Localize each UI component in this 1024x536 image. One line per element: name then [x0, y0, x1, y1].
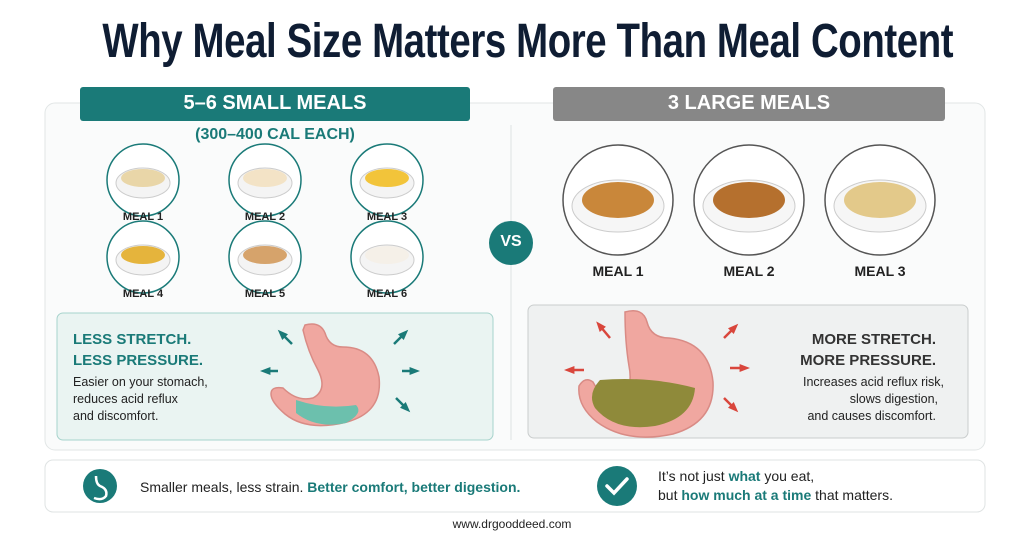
footer-text: you eat, — [760, 468, 815, 484]
meal-label: MEAL 3 — [366, 211, 408, 223]
footer-highlight: how much at a time — [681, 487, 812, 503]
footer-highlight: what — [728, 468, 761, 484]
food — [365, 169, 409, 187]
small-stomach — [270, 323, 381, 427]
food — [243, 169, 287, 187]
effect-heading: LESS STRETCH. — [73, 331, 192, 348]
meal-label: MEAL 4 — [122, 288, 164, 300]
footer-text: Smaller meals, less strain. — [140, 479, 304, 495]
right-header-pill — [553, 87, 945, 121]
check-glyph — [605, 477, 629, 496]
meal-label: MEAL 2 — [244, 211, 286, 223]
arrow-head — [739, 363, 750, 373]
effect-text: Increases acid reflux risk, — [802, 375, 944, 389]
food — [713, 182, 785, 218]
arrow-head — [400, 402, 411, 413]
footer-text: that matters. — [811, 487, 893, 503]
stomach-icon-glyph — [93, 475, 108, 501]
meal-label: MEAL 1 — [122, 211, 164, 223]
arrow-head — [409, 366, 420, 376]
footer-right-line: It’s not just what you eat, — [658, 468, 814, 484]
effect-text: and discomfort. — [73, 409, 159, 423]
left-effect-box — [56, 312, 494, 441]
meal-label: MEAL 1 — [592, 263, 644, 279]
effect-heading: MORE STRETCH. — [811, 331, 936, 348]
vs-label: VS — [500, 233, 522, 250]
footer-box — [44, 459, 986, 513]
food — [243, 246, 287, 264]
effect-text: reduces acid reflux — [73, 392, 178, 406]
vs-badge — [489, 221, 533, 265]
arrow-head — [398, 329, 409, 340]
website: www.drgooddeed.com — [452, 517, 572, 531]
arrow-head — [728, 323, 739, 334]
effect-text: slows digestion, — [849, 392, 938, 406]
arrow-head — [564, 365, 575, 375]
right-header: 3 LARGE MEALS — [667, 92, 831, 114]
arrow-head — [277, 329, 288, 340]
meal-label: MEAL 2 — [723, 263, 775, 279]
food — [582, 182, 654, 218]
left-subheader: (300–400 CAL EACH) — [195, 126, 355, 143]
meal-label: MEAL 6 — [366, 288, 408, 300]
effect-text: and causes discomfort. — [807, 409, 936, 423]
arrow-head — [728, 402, 739, 413]
food — [121, 246, 165, 264]
meal-label: MEAL 5 — [244, 288, 286, 300]
check-icon — [597, 466, 637, 506]
footer-left: Smaller meals, less strain. Better comfo… — [140, 479, 520, 495]
food — [844, 182, 916, 218]
footer-right-line: but how much at a time that matters. — [658, 487, 893, 503]
arrow-head — [260, 366, 271, 376]
arrow-head — [596, 321, 606, 332]
title: Why Meal Size Matters More Than Meal Con… — [102, 15, 954, 68]
large-stomach — [578, 310, 714, 438]
footer-highlight: Better comfort, better digestion. — [307, 479, 521, 495]
effect-heading: LESS PRESSURE. — [73, 352, 204, 369]
effect-heading: MORE PRESSURE. — [800, 352, 936, 369]
left-header-pill — [80, 87, 470, 121]
food — [365, 246, 409, 264]
left-header: 5–6 SMALL MEALS — [183, 92, 367, 114]
footer-text: but — [658, 487, 682, 503]
effect-text: Easier on your stomach, — [73, 375, 208, 389]
food — [121, 169, 165, 187]
meal-label: MEAL 3 — [854, 263, 906, 279]
footer-text: It’s not just — [658, 468, 729, 484]
